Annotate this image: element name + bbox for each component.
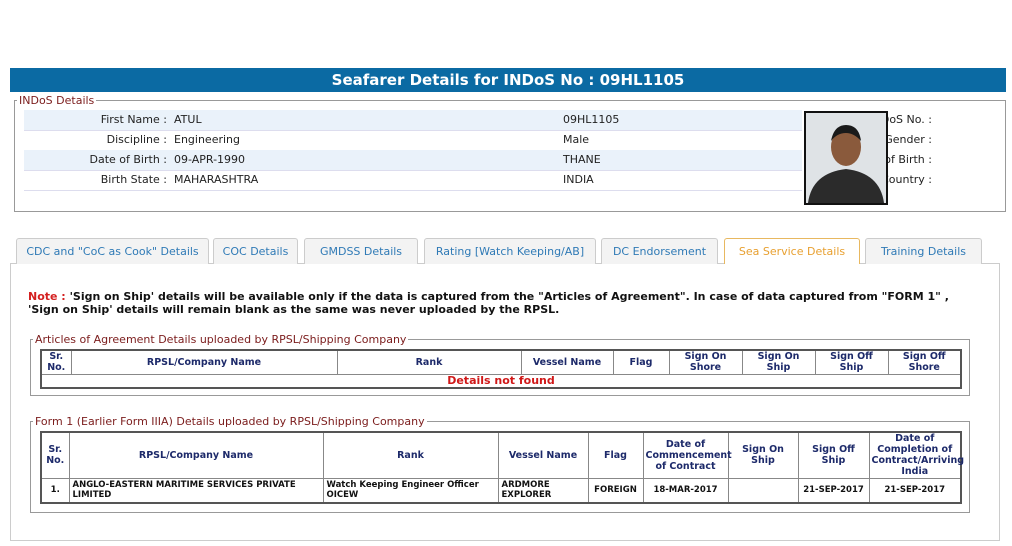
column-header: Sign Off Ship xyxy=(797,431,870,479)
cell: Watch Keeping Engineer Officer OICEW xyxy=(322,477,499,504)
column-header: Vessel Name xyxy=(497,431,589,479)
fieldset-legend: Articles of Agreement Details uploaded b… xyxy=(35,333,407,346)
cell: 1. xyxy=(40,477,70,504)
header-row: Sr. No. RPSL/Company Name Rank Vessel Name F… xyxy=(40,349,962,375)
column-header: Sign On Shore xyxy=(668,349,743,375)
column-header: Rank xyxy=(322,431,499,479)
cell: 18-MAR-2017 xyxy=(642,477,729,504)
page-title: Seafarer Details for INDoS No : 09HL1105 xyxy=(10,68,1006,92)
tab[interactable]: Sea Service Details xyxy=(724,238,860,264)
field-value: INDIA xyxy=(563,173,594,186)
tab[interactable]: DC Endorsement xyxy=(601,238,718,264)
tab[interactable]: COC Details xyxy=(213,238,298,264)
field-value: 09HL1105 xyxy=(563,113,620,126)
field-row: First Name : ATUL INDoS No. :09HL1105 xyxy=(24,110,932,131)
column-header: Date of Commencement of Contract xyxy=(642,431,732,479)
cell: 21-SEP-2017 xyxy=(797,477,870,504)
column-header: Sign Off Ship xyxy=(814,349,889,375)
column-header: Flag xyxy=(587,431,644,479)
note-label: Note : xyxy=(28,290,66,303)
cell: FOREIGN xyxy=(587,477,644,504)
form1-table: Sr. No. RPSL/Company Name Rank Vessel Name F… xyxy=(40,431,964,504)
column-header: Date of Completion of Contract/Arriving … xyxy=(868,431,964,479)
column-header: RPSL/Company Name xyxy=(70,349,338,375)
field-value: ATUL xyxy=(174,113,202,126)
note: Note : 'Sign on Ship' details will be av… xyxy=(28,290,978,316)
articles-table: Sr. No. RPSL/Company Name Rank Vessel Name F… xyxy=(40,349,962,389)
column-header: Vessel Name xyxy=(520,349,614,375)
field-row: Date of Birth :09-APR-1990 Place of Birth… xyxy=(24,150,932,171)
field-label: Date of Birth : xyxy=(89,153,168,166)
field-label: First Name : xyxy=(100,113,167,126)
column-header: Flag xyxy=(612,349,670,375)
field-value: Engineering xyxy=(174,133,240,146)
field-value: THANE xyxy=(563,153,601,166)
photo xyxy=(804,111,888,205)
tab[interactable]: Training Details xyxy=(865,238,982,264)
field-value: Male xyxy=(563,133,590,146)
field-label: Birth State : xyxy=(100,173,167,186)
tab[interactable]: Rating [Watch Keeping/AB] xyxy=(424,238,596,264)
column-header: Sign On Ship xyxy=(727,431,799,479)
indos-fieldset: INDoS Details xyxy=(14,94,1006,212)
cell: 21-SEP-2017 xyxy=(868,477,962,504)
column-header: Sr. No. xyxy=(40,431,70,479)
empty-message: Details not found xyxy=(40,373,962,389)
cell: ANGLO-EASTERN MARITIME SERVICES PRIVATE … xyxy=(68,477,324,504)
column-header: RPSL/Company Name xyxy=(68,431,324,479)
cell xyxy=(727,477,799,504)
fieldset-legend: INDoS Details xyxy=(19,94,95,107)
column-header: Rank xyxy=(336,349,522,375)
field-row: Birth State : MAHARASHTRA Birth Country :I… xyxy=(24,170,932,191)
fieldset-legend: Form 1 (Earlier Form IIIA) Details uploa… xyxy=(35,415,425,428)
articles-fieldset: Articles of Agreement Details uploaded b… xyxy=(30,333,970,396)
field-label: Gender : xyxy=(884,133,932,146)
field-value: 09-APR-1990 xyxy=(174,153,246,166)
column-header: Sr. No. xyxy=(40,349,72,375)
field-value: MAHARASHTRA xyxy=(174,173,259,186)
cell: ARDMORE EXPLORER xyxy=(497,477,589,504)
tab[interactable]: GMDSS Details xyxy=(304,238,418,264)
column-header: Sign On Ship xyxy=(741,349,816,375)
note-text: 'Sign on Ship' details will be available… xyxy=(28,290,949,316)
column-header: Sign Off Shore xyxy=(887,349,962,375)
data-row: 1. ANGLO-EASTERN MARITIME SERVICES PRIVAT… xyxy=(40,477,962,504)
tab[interactable]: CDC and "CoC as Cook" Details xyxy=(16,238,209,264)
empty-row: Details not found xyxy=(40,373,962,389)
field-row: Discipline : Engineering Gender : Male xyxy=(24,130,932,151)
form1-fieldset: Form 1 (Earlier Form IIIA) Details uploa… xyxy=(30,415,970,513)
header-row: Sr. No. RPSL/Company Name Rank Vessel Name F… xyxy=(40,431,964,479)
field-label: Discipline : xyxy=(106,133,167,146)
